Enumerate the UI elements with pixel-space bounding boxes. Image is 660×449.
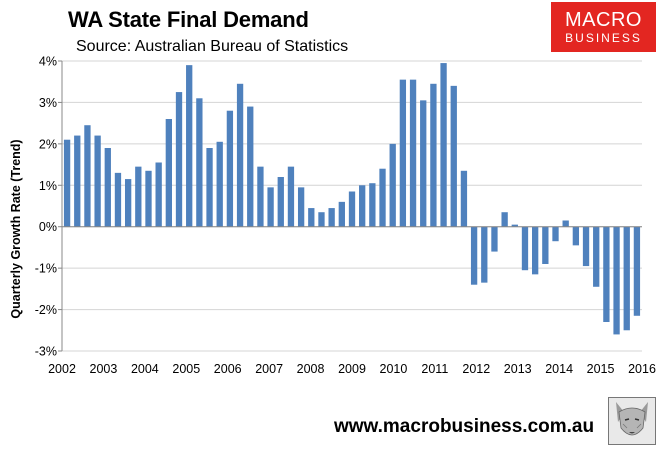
bar xyxy=(94,135,101,227)
x-tick-label: 2004 xyxy=(131,362,159,376)
bar xyxy=(379,168,386,227)
y-tick-label: 0% xyxy=(39,220,57,234)
x-tick-label: 2013 xyxy=(504,362,532,376)
bar xyxy=(399,79,407,227)
bar xyxy=(318,212,325,227)
y-tick-label: 2% xyxy=(39,137,57,151)
bar xyxy=(633,226,641,316)
bar xyxy=(63,139,71,227)
x-tick-label: 2015 xyxy=(587,362,615,376)
chart-subtitle: Source: Australian Bureau of Statistics xyxy=(76,38,349,55)
bar xyxy=(603,226,610,322)
bar xyxy=(226,110,234,227)
bar xyxy=(532,226,539,275)
x-tick-label: 2006 xyxy=(214,362,242,376)
bar xyxy=(409,79,417,227)
bar xyxy=(593,226,600,287)
bar xyxy=(623,226,630,331)
bar xyxy=(236,83,244,227)
x-tick-label: 2009 xyxy=(338,362,366,376)
bar xyxy=(430,83,437,227)
bar xyxy=(552,226,559,242)
logo-line-2: BUSINESS xyxy=(565,31,642,45)
axes xyxy=(58,60,642,352)
bar xyxy=(277,177,284,227)
x-tick-label: 2010 xyxy=(380,362,408,376)
bar xyxy=(369,183,376,227)
bar xyxy=(328,208,335,227)
bar xyxy=(460,170,468,227)
bar xyxy=(257,166,264,227)
logo-line-1: MACRO xyxy=(565,9,642,31)
bar xyxy=(186,65,193,227)
x-tick-label: 2016 xyxy=(628,362,656,376)
wolf-icon xyxy=(608,397,656,445)
y-axis-title: Quarterly Growth Rate (Trend) xyxy=(9,139,23,318)
gridlines xyxy=(62,60,642,352)
bar xyxy=(572,226,580,246)
bar xyxy=(206,148,213,227)
bar xyxy=(308,208,315,227)
bar xyxy=(145,170,152,227)
x-tick-label: 2007 xyxy=(255,362,283,376)
bar xyxy=(297,187,305,227)
bar xyxy=(491,226,498,252)
bars xyxy=(63,63,641,335)
x-tick-label: 2005 xyxy=(172,362,200,376)
y-tick-label: 3% xyxy=(39,96,57,110)
bar xyxy=(521,226,529,271)
bar xyxy=(542,226,549,264)
bar xyxy=(287,166,295,227)
bar xyxy=(420,100,427,227)
bar xyxy=(440,63,447,227)
bar xyxy=(124,179,132,227)
bar xyxy=(511,224,518,227)
y-tick-label: -1% xyxy=(35,262,57,276)
y-tick-label: 4% xyxy=(39,55,57,69)
bar xyxy=(450,85,457,227)
y-tick-label: -3% xyxy=(35,345,57,359)
x-tick-label: 2011 xyxy=(421,362,448,376)
website-url[interactable]: www.macrobusiness.com.au xyxy=(334,416,595,437)
bar xyxy=(501,212,508,227)
bar xyxy=(389,143,396,227)
bar xyxy=(135,166,142,227)
x-tick-label: 2002 xyxy=(48,362,76,376)
bar xyxy=(481,226,488,283)
bar xyxy=(114,172,122,227)
bar xyxy=(175,92,183,227)
bar xyxy=(562,220,569,227)
y-tick-label: -2% xyxy=(35,303,57,317)
bar xyxy=(196,98,203,227)
bar xyxy=(216,141,223,227)
x-tick-label: 2012 xyxy=(462,362,490,376)
x-tick-labels: 2002 2003 2004 2005 2006 2007 2008 2009 2010 2011… xyxy=(48,362,656,376)
bar xyxy=(74,135,81,227)
chart-title: WA State Final Demand xyxy=(68,7,309,32)
x-tick-label: 2008 xyxy=(297,362,325,376)
x-tick-label: 2014 xyxy=(545,362,573,376)
y-tick-labels: -3% -2% -1% 0% 1% 2% 3% 4% xyxy=(35,55,57,359)
bar xyxy=(247,106,254,227)
bar xyxy=(165,119,172,227)
bar xyxy=(359,185,366,227)
bar xyxy=(104,148,111,227)
bar xyxy=(338,201,345,227)
bar xyxy=(582,226,590,267)
y-tick-label: 1% xyxy=(39,179,57,193)
bar xyxy=(155,162,162,227)
bar xyxy=(470,226,478,285)
bar xyxy=(613,226,620,335)
bar xyxy=(267,187,274,227)
x-tick-label: 2003 xyxy=(90,362,118,376)
bar xyxy=(84,125,91,227)
macrobusiness-logo[interactable]: MACRO BUSINESS xyxy=(551,2,656,52)
bar xyxy=(348,191,356,227)
